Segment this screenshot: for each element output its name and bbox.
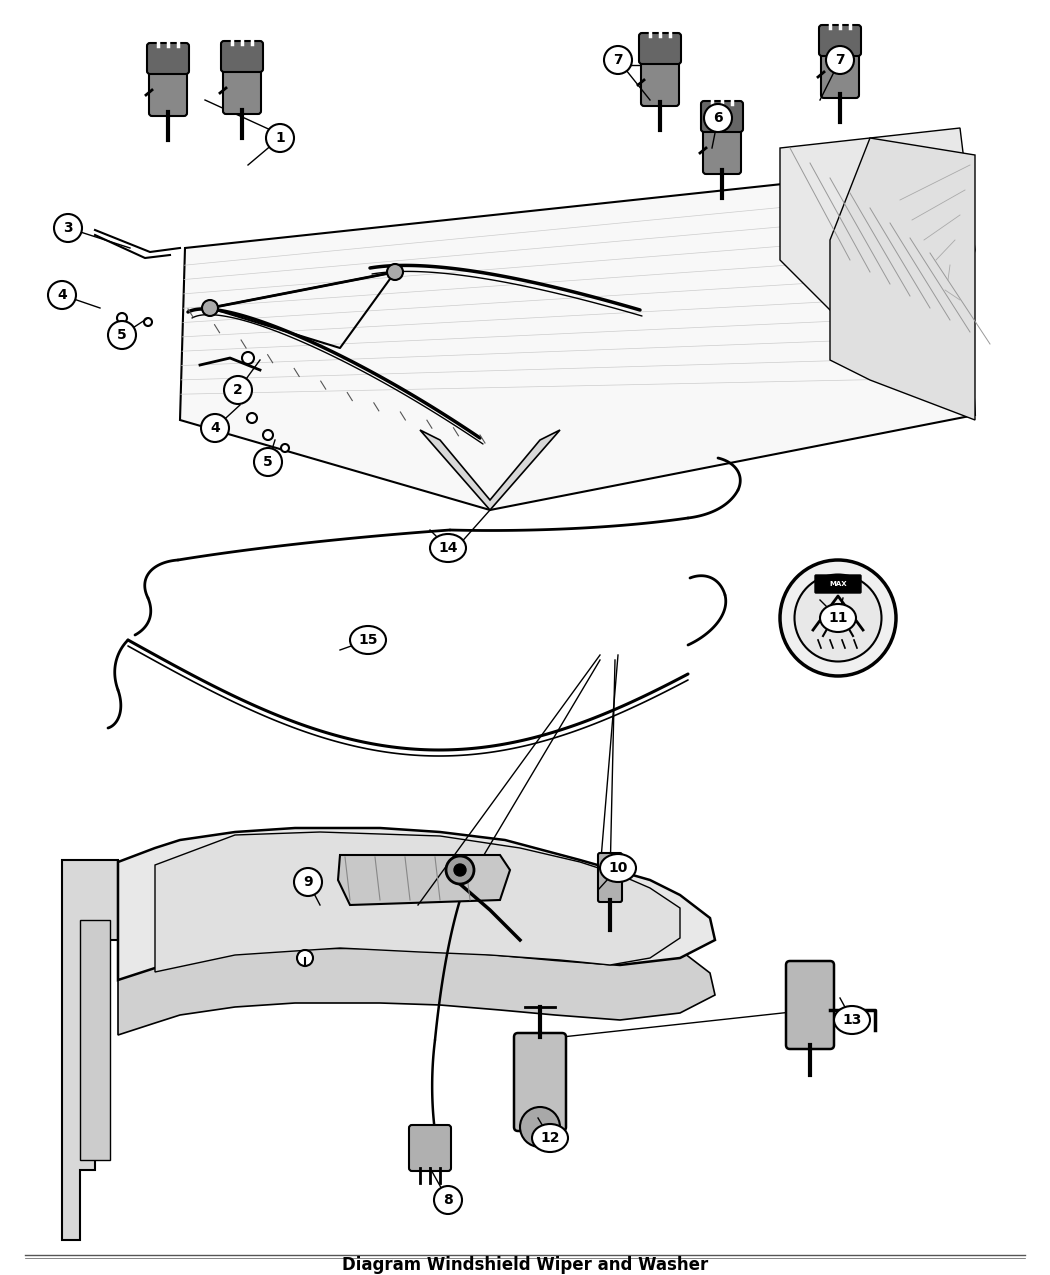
Text: 4: 4 <box>57 288 67 302</box>
FancyBboxPatch shape <box>815 575 861 593</box>
Text: 12: 12 <box>541 1131 560 1145</box>
FancyBboxPatch shape <box>223 62 261 113</box>
Text: 5: 5 <box>118 328 127 342</box>
Circle shape <box>780 560 896 676</box>
FancyBboxPatch shape <box>598 853 622 901</box>
Circle shape <box>262 430 273 440</box>
Circle shape <box>202 300 218 316</box>
FancyBboxPatch shape <box>514 1033 566 1131</box>
Text: 7: 7 <box>613 54 623 68</box>
FancyBboxPatch shape <box>149 65 187 116</box>
FancyBboxPatch shape <box>821 47 859 98</box>
Text: 7: 7 <box>835 54 845 68</box>
Circle shape <box>297 950 313 966</box>
Polygon shape <box>420 430 560 510</box>
Text: 15: 15 <box>358 632 378 646</box>
Ellipse shape <box>294 868 322 896</box>
Ellipse shape <box>820 604 856 632</box>
Text: 8: 8 <box>443 1193 453 1207</box>
FancyBboxPatch shape <box>819 26 861 56</box>
FancyBboxPatch shape <box>639 33 681 64</box>
Text: MIN: MIN <box>831 623 845 629</box>
Text: 11: 11 <box>828 611 847 625</box>
Text: 6: 6 <box>713 111 722 125</box>
Polygon shape <box>338 856 510 905</box>
Ellipse shape <box>434 1186 462 1214</box>
Text: 2: 2 <box>233 382 243 397</box>
Circle shape <box>144 317 152 326</box>
Text: 10: 10 <box>608 861 628 875</box>
Ellipse shape <box>600 854 636 882</box>
Polygon shape <box>118 884 715 1035</box>
FancyBboxPatch shape <box>410 1125 452 1170</box>
Polygon shape <box>118 827 715 980</box>
Ellipse shape <box>350 626 386 654</box>
FancyBboxPatch shape <box>786 961 834 1049</box>
Ellipse shape <box>834 1006 870 1034</box>
Text: 9: 9 <box>303 875 313 889</box>
Ellipse shape <box>201 414 229 442</box>
Circle shape <box>454 864 466 876</box>
Ellipse shape <box>224 376 252 404</box>
Text: 5: 5 <box>264 455 273 469</box>
Circle shape <box>520 1107 560 1148</box>
Text: 13: 13 <box>842 1014 862 1026</box>
Polygon shape <box>80 921 110 1160</box>
Text: 3: 3 <box>63 221 72 235</box>
FancyBboxPatch shape <box>701 101 743 133</box>
Ellipse shape <box>254 448 282 476</box>
Text: 1: 1 <box>275 131 285 145</box>
Polygon shape <box>180 164 975 510</box>
Text: Diagram Windshield Wiper and Washer: Diagram Windshield Wiper and Washer <box>342 1256 708 1274</box>
Ellipse shape <box>704 105 732 133</box>
Ellipse shape <box>826 46 854 74</box>
FancyBboxPatch shape <box>220 41 262 71</box>
Circle shape <box>281 444 289 453</box>
Ellipse shape <box>532 1125 568 1153</box>
Ellipse shape <box>54 214 82 242</box>
FancyBboxPatch shape <box>640 55 679 106</box>
FancyBboxPatch shape <box>147 43 189 74</box>
Polygon shape <box>780 128 975 354</box>
Ellipse shape <box>266 124 294 152</box>
FancyBboxPatch shape <box>704 122 741 173</box>
Text: 14: 14 <box>438 541 458 555</box>
Circle shape <box>247 413 257 423</box>
Circle shape <box>446 856 474 884</box>
Polygon shape <box>62 861 118 1241</box>
Ellipse shape <box>48 280 76 309</box>
Circle shape <box>117 312 127 323</box>
Polygon shape <box>155 833 680 972</box>
Circle shape <box>387 264 403 280</box>
Ellipse shape <box>604 46 632 74</box>
Text: MAX: MAX <box>830 581 846 586</box>
Circle shape <box>795 575 882 662</box>
Polygon shape <box>830 138 975 419</box>
Circle shape <box>242 352 254 363</box>
Ellipse shape <box>430 534 466 562</box>
Ellipse shape <box>108 321 136 349</box>
Text: 4: 4 <box>210 421 219 435</box>
